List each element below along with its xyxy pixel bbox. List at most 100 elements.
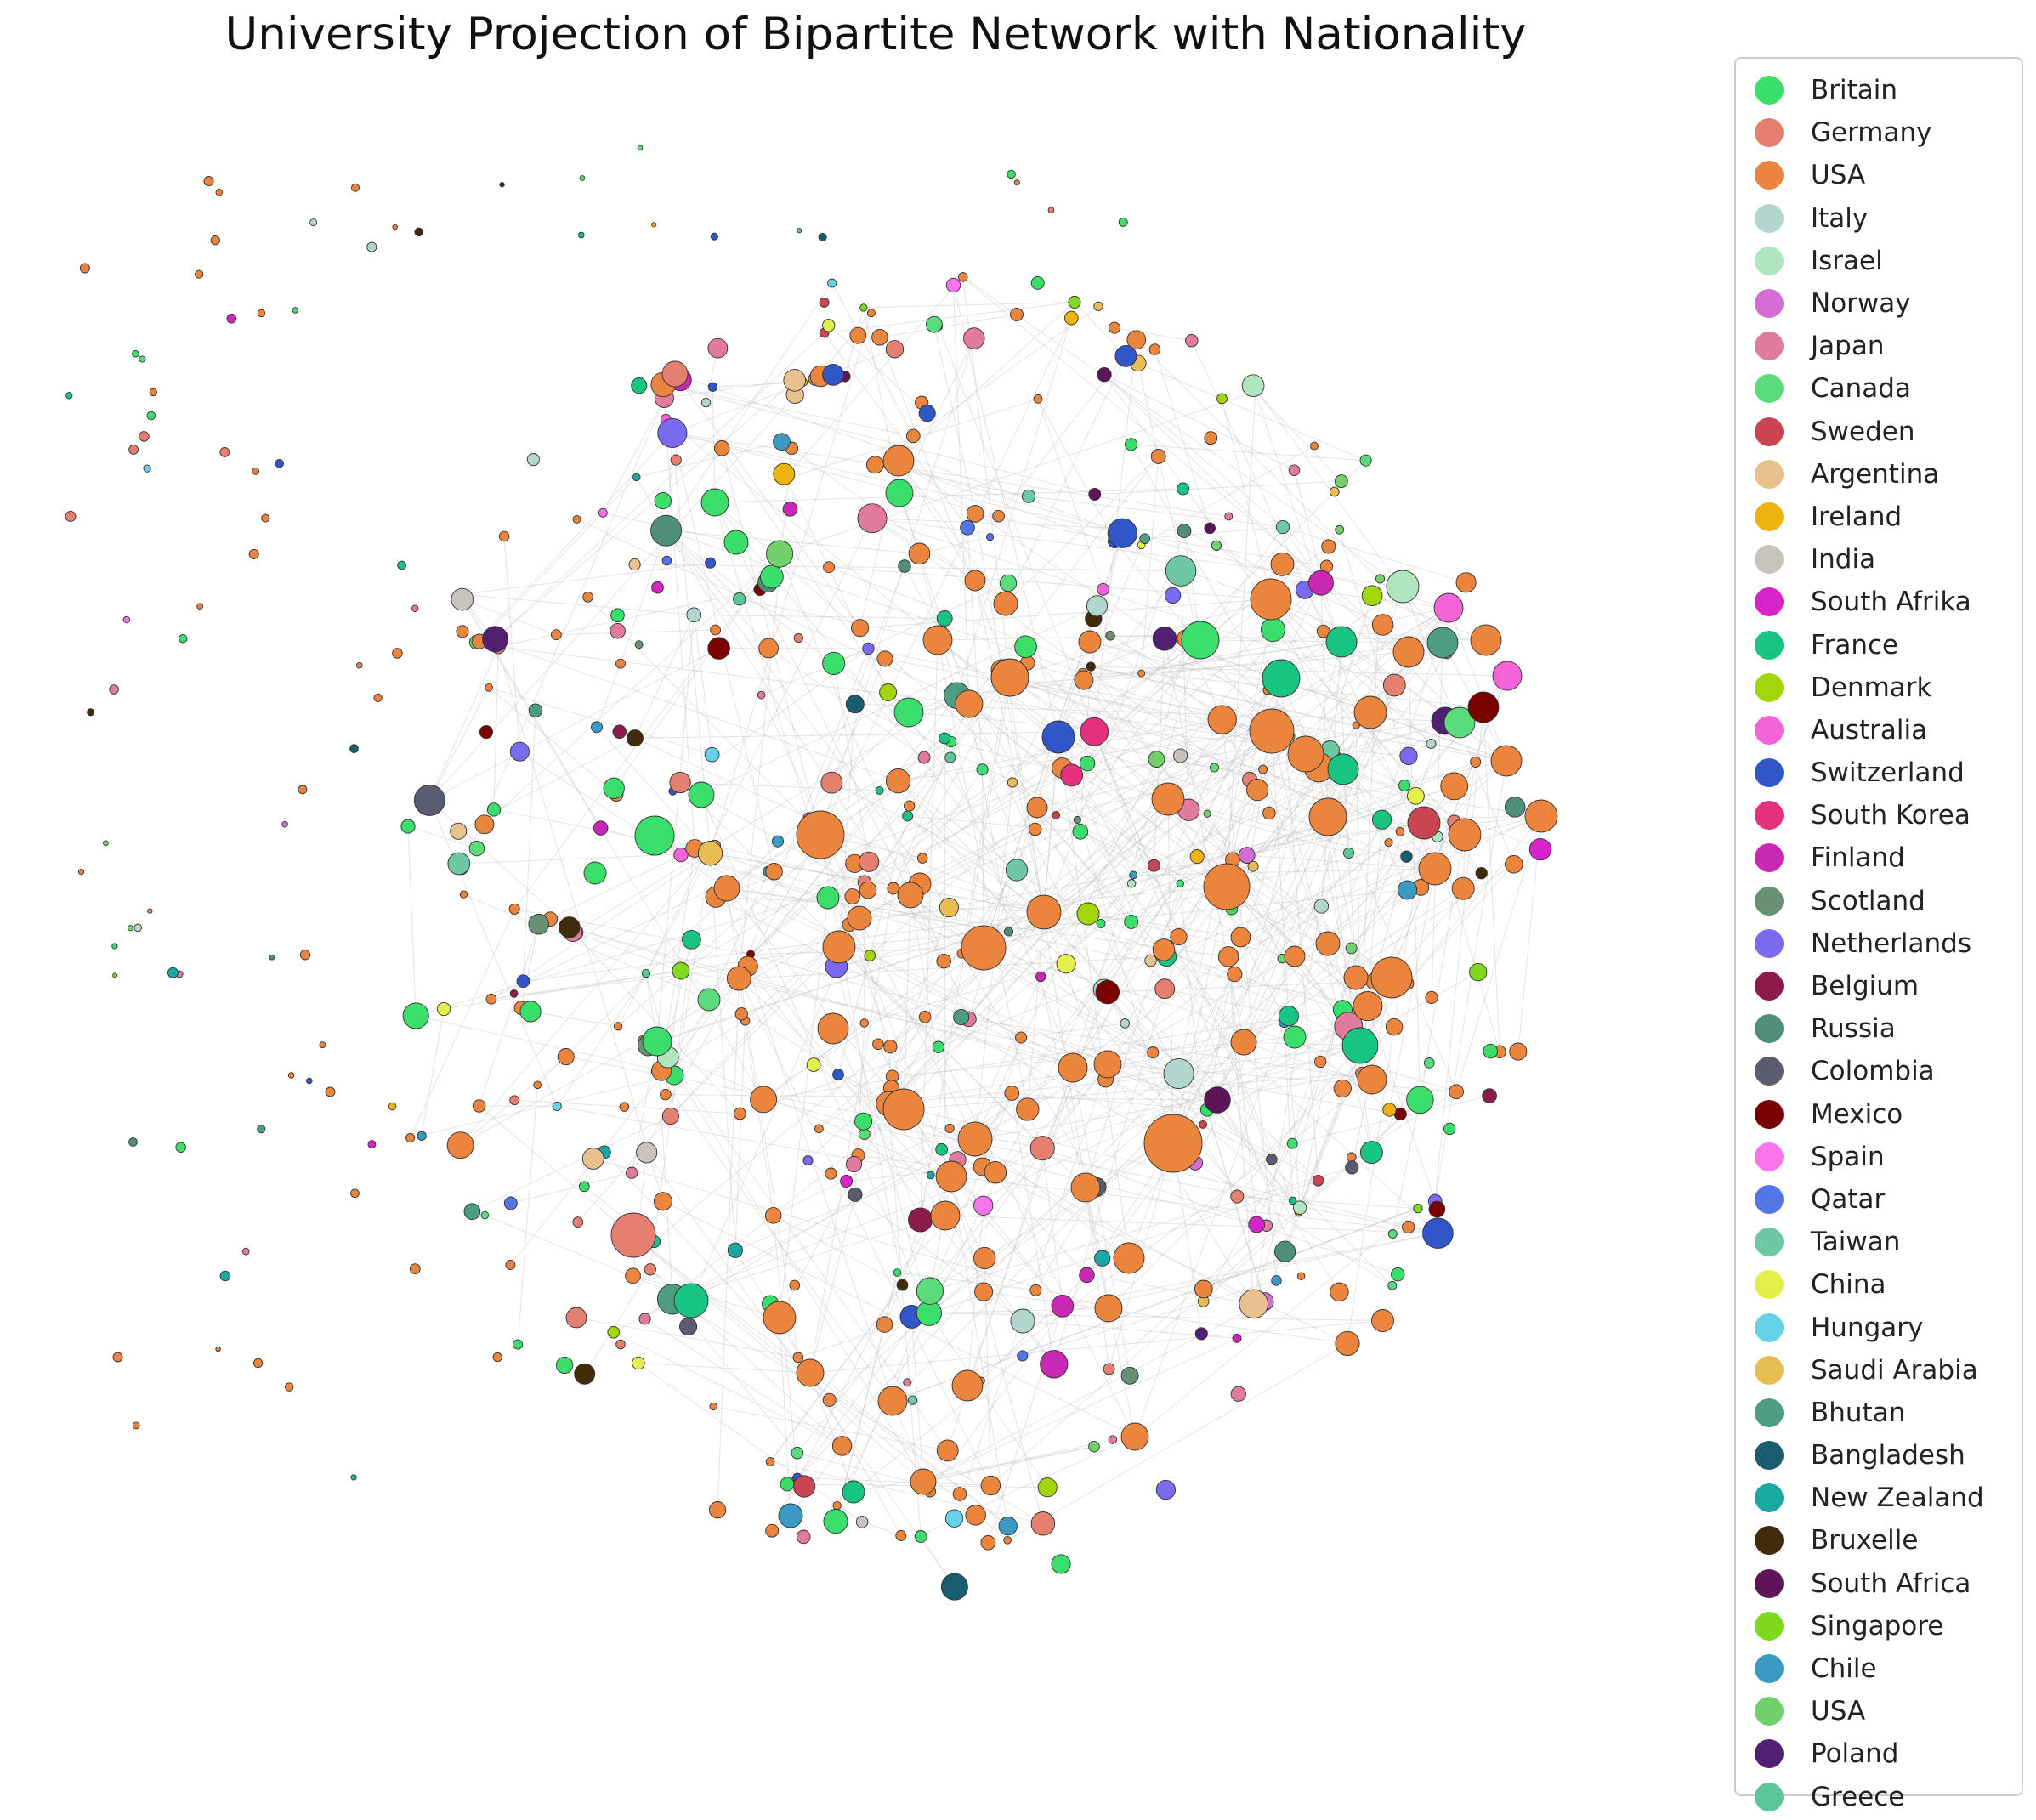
network-node xyxy=(65,392,73,400)
network-edge xyxy=(1087,913,1241,938)
network-edge xyxy=(950,1178,1063,1307)
network-node xyxy=(509,989,519,998)
network-node xyxy=(252,468,260,475)
network-edge xyxy=(1107,1063,1401,1115)
legend-item: Australia xyxy=(1748,709,2022,751)
network-edge xyxy=(1271,730,1290,1017)
network-edge xyxy=(1180,570,1189,810)
network-edge xyxy=(808,817,1046,915)
network-node xyxy=(1230,1029,1257,1056)
network-node xyxy=(887,882,900,895)
network-node xyxy=(1058,1052,1088,1083)
network-node xyxy=(859,1018,869,1028)
network-node xyxy=(932,1040,945,1053)
legend-item: China xyxy=(1748,1263,2022,1306)
network-node xyxy=(572,514,581,524)
network-edge xyxy=(1082,638,1165,674)
network-node xyxy=(673,1283,709,1318)
network-edge xyxy=(1107,1063,1319,1182)
network-edge xyxy=(899,492,970,705)
network-edge xyxy=(824,332,968,529)
network-node xyxy=(797,228,802,234)
network-edge xyxy=(1037,399,1104,590)
network-edge xyxy=(484,553,780,825)
network-edge xyxy=(636,441,782,478)
network-node xyxy=(1509,1042,1528,1061)
legend-swatch xyxy=(1755,928,1784,958)
network-node xyxy=(1097,582,1109,596)
legend-item: Poland xyxy=(1748,1732,2022,1775)
legend-item: Hungary xyxy=(1748,1306,2022,1348)
legend-label: Colombia xyxy=(1811,1056,1935,1087)
network-node xyxy=(918,1011,932,1023)
network-edge xyxy=(1131,444,1366,462)
legend-label: Germany xyxy=(1811,117,1932,149)
network-edge xyxy=(893,677,1011,889)
network-node xyxy=(653,1192,672,1211)
network-node xyxy=(210,235,220,246)
network-edge xyxy=(1080,831,1154,866)
network-node xyxy=(1249,708,1295,754)
network-edge xyxy=(929,1166,1353,1292)
network-edge xyxy=(961,953,1097,1188)
network-edge xyxy=(956,642,1443,696)
network-edge xyxy=(656,1040,949,1451)
network-edge xyxy=(479,477,638,643)
network-edge xyxy=(961,677,1008,954)
network-node xyxy=(1335,524,1345,535)
network-edge xyxy=(674,373,861,629)
network-node xyxy=(1482,1088,1497,1103)
network-edge xyxy=(575,695,958,933)
network-node xyxy=(480,1210,490,1220)
network-node xyxy=(613,1022,623,1031)
network-node xyxy=(1274,1240,1296,1262)
chart-title: University Projection of Bipartite Netwo… xyxy=(224,9,1527,60)
network-edge xyxy=(726,887,1229,957)
network-edge xyxy=(1009,677,1248,856)
network-node xyxy=(1391,1267,1405,1282)
network-edge xyxy=(679,782,1043,1149)
network-node xyxy=(817,1012,849,1045)
network-edge xyxy=(1367,1006,1436,1202)
network-node xyxy=(139,431,150,442)
network-edge xyxy=(428,646,499,801)
network-node xyxy=(146,411,156,421)
network-edge xyxy=(498,646,970,705)
network-edge xyxy=(761,695,854,897)
legend-swatch xyxy=(1755,545,1784,575)
network-edge xyxy=(950,883,1181,1177)
network-edge xyxy=(1172,684,1395,1144)
network-node xyxy=(128,1137,138,1147)
network-edge xyxy=(903,894,911,1110)
legend-item: Sweden xyxy=(1748,411,2022,453)
network-node xyxy=(1118,217,1128,227)
network-edge xyxy=(763,1009,1343,1100)
legend-label: Argentina xyxy=(1811,458,1940,490)
network-edge xyxy=(795,1073,1179,1482)
network-edge xyxy=(974,513,1045,913)
legend-label: Spain xyxy=(1811,1141,1885,1172)
network-node xyxy=(1262,806,1276,820)
network-edge xyxy=(1206,582,1322,814)
legend-label: Bruxelle xyxy=(1811,1525,1919,1556)
network-node xyxy=(632,473,641,482)
network-node xyxy=(1204,431,1218,445)
network-node xyxy=(789,1279,801,1291)
network-node xyxy=(1088,1440,1100,1453)
network-edge xyxy=(1005,456,1160,604)
legend-item: South Africa xyxy=(1748,1562,2022,1605)
network-edge xyxy=(944,738,946,1216)
network-edge xyxy=(1294,651,1409,957)
network-node xyxy=(366,241,377,252)
network-edge xyxy=(771,1176,952,1531)
network-node xyxy=(392,648,403,659)
network-edge xyxy=(982,769,984,949)
network-edge xyxy=(680,863,855,972)
network-edge xyxy=(662,384,695,849)
legend-item: Netherlands xyxy=(1748,922,2022,965)
network-edge xyxy=(1103,374,1507,762)
legend-item: Britain xyxy=(1748,69,2022,111)
network-edge xyxy=(1327,653,1448,818)
network-edge xyxy=(779,829,1036,1318)
network-node xyxy=(957,272,968,282)
